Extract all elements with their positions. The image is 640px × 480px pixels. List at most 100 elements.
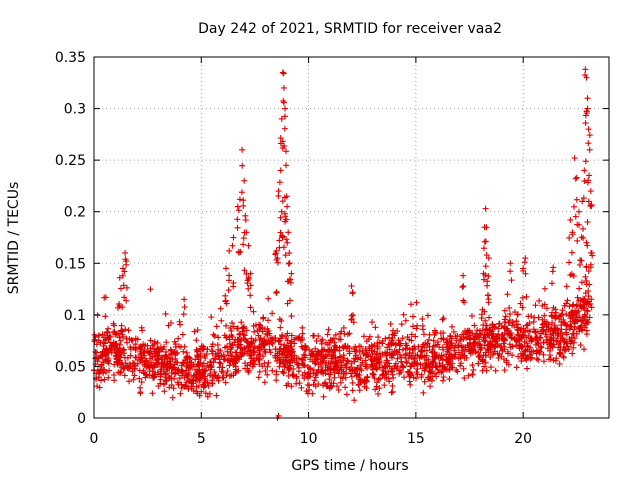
data-point — [235, 336, 242, 343]
data-point — [123, 339, 130, 346]
data-point — [248, 351, 255, 358]
data-point — [443, 366, 450, 373]
data-point — [536, 348, 543, 355]
data-point — [552, 314, 559, 321]
data-point — [175, 335, 182, 342]
data-point — [123, 284, 130, 291]
data-point — [472, 349, 479, 356]
data-point — [131, 372, 138, 379]
data-point — [116, 274, 123, 281]
data-point — [383, 357, 390, 364]
data-point — [503, 357, 510, 364]
x-tick-label: 15 — [407, 431, 425, 447]
data-point — [568, 249, 575, 256]
data-point — [431, 355, 438, 362]
data-point — [251, 328, 258, 335]
data-point — [330, 350, 337, 357]
data-point — [299, 336, 306, 343]
data-point — [351, 358, 358, 365]
data-point — [398, 358, 405, 365]
data-point — [496, 351, 503, 358]
data-point — [283, 342, 290, 349]
data-point — [236, 356, 243, 363]
data-point — [505, 350, 512, 357]
data-point — [300, 351, 307, 358]
data-point — [183, 371, 190, 378]
data-point — [240, 197, 247, 204]
data-point — [283, 236, 290, 243]
y-tick-label: 0.05 — [55, 359, 86, 375]
data-point — [375, 376, 382, 383]
data-point — [505, 319, 512, 326]
data-point — [571, 326, 578, 333]
data-point — [432, 329, 439, 336]
data-point — [548, 313, 555, 320]
data-point — [202, 367, 209, 374]
data-point — [273, 256, 280, 263]
data-point — [460, 335, 467, 342]
data-point — [437, 330, 444, 337]
data-point — [277, 324, 284, 331]
data-point — [544, 345, 551, 352]
data-point — [142, 358, 149, 365]
data-point — [121, 354, 128, 361]
data-point — [355, 382, 362, 389]
data-point — [349, 379, 356, 386]
data-point — [108, 349, 115, 356]
data-point — [137, 390, 144, 397]
data-point — [393, 348, 400, 355]
data-point — [230, 323, 237, 330]
data-point — [288, 383, 295, 390]
data-point — [425, 374, 432, 381]
data-point — [363, 352, 370, 359]
data-point — [454, 368, 461, 375]
data-point — [147, 345, 154, 352]
data-point — [111, 322, 118, 329]
data-point — [407, 381, 414, 388]
data-point — [548, 342, 555, 349]
data-point — [256, 361, 263, 368]
data-point — [440, 335, 447, 342]
data-point — [467, 348, 474, 355]
data-point — [569, 350, 576, 357]
data-point — [492, 337, 499, 344]
data-point — [342, 384, 349, 391]
data-point — [208, 347, 215, 354]
data-point — [353, 347, 360, 354]
data-point — [414, 371, 421, 378]
data-point — [404, 345, 411, 352]
data-point — [283, 382, 290, 389]
data-point — [394, 355, 401, 362]
data-point — [588, 296, 595, 303]
data-point — [120, 282, 127, 289]
data-point — [501, 330, 508, 337]
data-point — [411, 360, 418, 367]
data-point — [310, 350, 317, 357]
data-point — [320, 393, 327, 400]
data-point — [146, 372, 153, 379]
data-point — [180, 311, 187, 318]
data-point — [381, 382, 388, 389]
data-point — [363, 361, 370, 368]
data-point — [509, 352, 516, 359]
data-point — [92, 355, 99, 362]
data-point — [524, 340, 531, 347]
data-point — [321, 380, 328, 387]
data-point — [280, 244, 287, 251]
data-point — [540, 358, 547, 365]
data-point — [480, 276, 487, 283]
data-point — [417, 361, 424, 368]
x-tick-label: 20 — [514, 431, 532, 447]
data-point — [240, 235, 247, 242]
data-point — [579, 198, 586, 205]
data-point — [483, 252, 490, 259]
data-series-vaa2 — [91, 66, 596, 421]
data-point — [216, 359, 223, 366]
data-point — [354, 356, 361, 363]
data-point — [557, 330, 564, 337]
data-point — [223, 334, 230, 341]
data-point — [440, 374, 447, 381]
data-point — [532, 328, 539, 335]
data-point — [572, 320, 579, 327]
data-point — [537, 343, 544, 350]
